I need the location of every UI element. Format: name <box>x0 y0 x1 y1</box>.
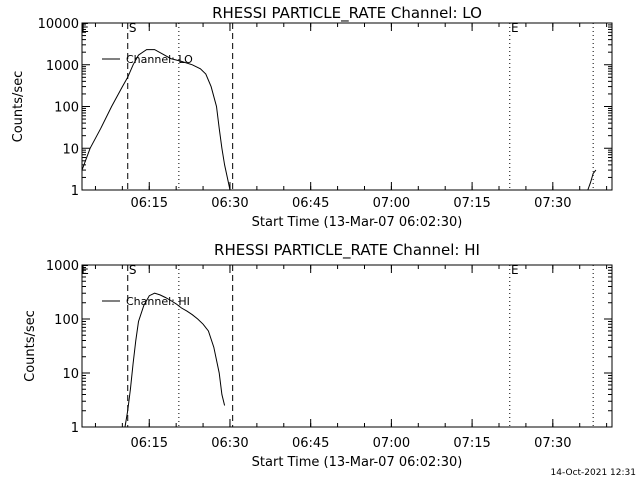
y-tick-label: 100 <box>54 101 79 116</box>
x-tick-label: 07:00 <box>373 196 410 211</box>
series-line <box>587 169 597 191</box>
x-tick-label: 06:15 <box>131 196 168 211</box>
footer-timestamp: 14-Oct-2021 12:31 <box>551 468 636 478</box>
y-axis-label: Counts/sec <box>23 310 38 382</box>
marker-label: S <box>129 263 137 277</box>
x-tick-label: 06:45 <box>292 436 329 451</box>
x-tick-label: 06:15 <box>131 436 168 451</box>
series-line <box>124 292 226 428</box>
x-tick-label: 06:30 <box>211 436 248 451</box>
x-tick-label: 06:30 <box>211 196 248 211</box>
x-tick-label: 07:15 <box>453 436 490 451</box>
chart-title: RHESSI PARTICLE_RATE Channel: LO <box>212 4 482 23</box>
y-tick-label: 10 <box>62 367 79 382</box>
x-tick-label: 07:00 <box>373 436 410 451</box>
x-tick-label: 06:45 <box>292 196 329 211</box>
x-axis-label: Start Time (13-Mar-07 06:02:30) <box>252 215 463 230</box>
marker-label: S <box>129 21 137 35</box>
legend-entry: Channel: LO <box>126 53 193 66</box>
x-axis-label: Start Time (13-Mar-07 06:02:30) <box>252 455 463 470</box>
chart-lo-channel: RHESSI PARTICLE_RATE Channel: LO Start Ti… <box>11 4 613 230</box>
y-tick-label: 10000 <box>38 17 79 32</box>
plot-frame <box>81 22 613 191</box>
legend-entry: Channel: HI <box>126 295 190 308</box>
y-tick-label: 100 <box>54 313 79 328</box>
corner-label: E <box>81 21 89 35</box>
series-line <box>81 49 231 191</box>
x-tick-label: 07:30 <box>534 436 571 451</box>
chart-title: RHESSI PARTICLE_RATE Channel: HI <box>214 241 480 260</box>
y-tick-label: 1000 <box>46 59 79 74</box>
corner-label: E <box>81 263 89 277</box>
x-tick-label: 07:15 <box>453 196 490 211</box>
chart-hi-channel: RHESSI PARTICLE_RATE Channel: HI Start Ti… <box>23 241 613 470</box>
plot-frame <box>81 264 613 428</box>
y-tick-label: 10 <box>62 142 79 157</box>
marker-label: E <box>511 21 519 35</box>
marker-label: E <box>511 263 519 277</box>
x-tick-label: 07:30 <box>534 196 571 211</box>
y-tick-label: 1 <box>71 184 79 199</box>
y-axis-label: Counts/sec <box>11 71 26 143</box>
y-tick-label: 1000 <box>46 259 79 274</box>
y-tick-label: 1 <box>71 421 79 436</box>
